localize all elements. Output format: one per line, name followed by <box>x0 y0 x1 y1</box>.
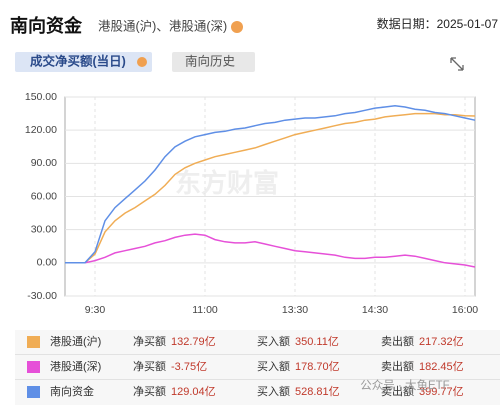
y-tick-label: 0.00 <box>37 257 58 269</box>
net-label: 净买额 <box>133 384 166 398</box>
sell-value: 217.32亿 <box>419 335 464 348</box>
legend-swatch <box>27 361 40 373</box>
title: 南向资金 <box>10 15 83 36</box>
y-tick-label: 150.00 <box>25 91 57 103</box>
buy-label: 买入额 <box>257 385 290 398</box>
buy-label: 买入额 <box>257 335 290 348</box>
x-tick-label: 14:30 <box>362 304 388 316</box>
legend-swatch <box>27 336 40 348</box>
net-value: 132.79亿 <box>171 335 216 348</box>
y-tick-label: 60.00 <box>31 190 57 202</box>
series-line <box>65 112 476 264</box>
tab-label[interactable]: 成交净买额(当日) <box>30 53 126 68</box>
sell-label: 卖出额 <box>381 384 414 398</box>
buy-value: 528.81亿 <box>295 385 340 398</box>
net-value: 129.04亿 <box>171 385 216 398</box>
series-line <box>65 233 476 268</box>
tab[interactable] <box>172 52 255 72</box>
subtitle: 港股通(沪)、港股通(深) <box>98 19 227 33</box>
y-tick-label: 30.00 <box>31 223 57 235</box>
y-tick-label: 120.00 <box>25 124 57 136</box>
watermark: 东方财富 <box>175 168 279 198</box>
tab-label[interactable]: 南向历史 <box>185 53 236 68</box>
x-tick-label: 11:00 <box>192 304 218 316</box>
x-tick-label: 13:30 <box>282 304 308 316</box>
y-tick-label: -30.00 <box>27 290 57 302</box>
net-value: -3.75亿 <box>171 360 207 373</box>
legend-label: 港股通(深) <box>50 360 101 373</box>
buy-value: 178.70亿 <box>295 360 340 373</box>
series-line <box>65 105 476 264</box>
sell-label: 卖出额 <box>381 359 414 373</box>
legend-table <box>15 330 500 405</box>
tab-active[interactable] <box>15 52 152 72</box>
x-tick-label: 16:00 <box>452 304 478 316</box>
sell-value: 399.77亿 <box>419 385 464 398</box>
y-tick-label: 90.00 <box>31 157 57 169</box>
watermark: 公众号 · 大鱼ETF <box>360 378 449 392</box>
net-label: 净买额 <box>133 359 166 373</box>
info-icon[interactable] <box>137 57 147 67</box>
buy-value: 350.11亿 <box>295 335 339 348</box>
date-label: 数据日期：2025-01-07 <box>377 16 499 31</box>
net-label: 净买额 <box>133 334 166 348</box>
expand-icon[interactable] <box>450 57 464 71</box>
x-tick-label: 9:30 <box>85 304 106 316</box>
sell-label: 卖出额 <box>381 334 414 348</box>
legend-swatch <box>27 386 40 398</box>
buy-label: 买入额 <box>257 360 290 373</box>
legend-label: 港股通(沪) <box>50 334 101 348</box>
info-icon[interactable] <box>231 21 243 33</box>
sell-value: 182.45亿 <box>419 360 464 373</box>
legend-label: 南向资金 <box>50 384 94 398</box>
